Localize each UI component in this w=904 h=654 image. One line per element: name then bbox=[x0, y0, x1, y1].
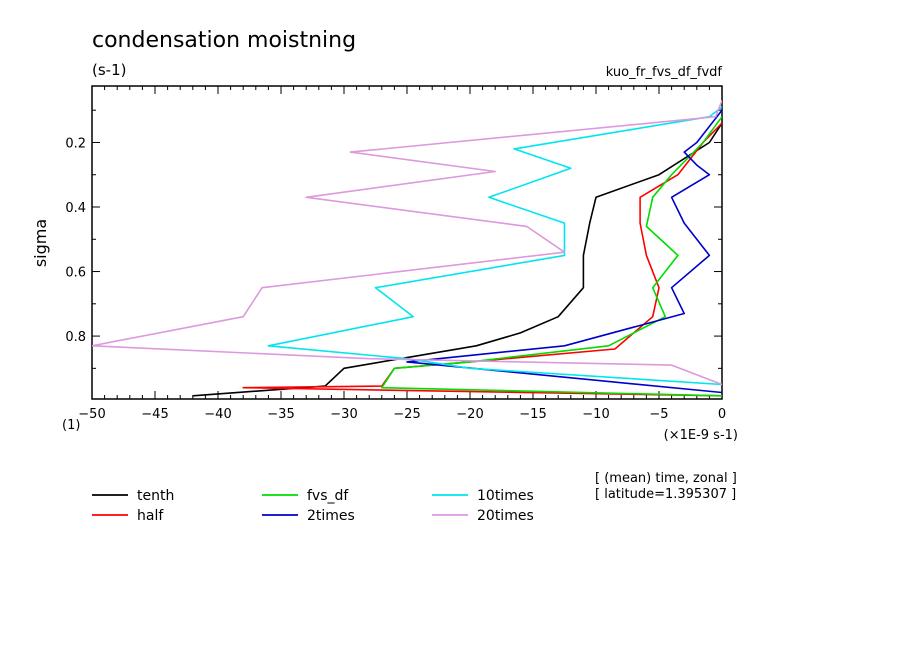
corner-label: (1) bbox=[62, 418, 80, 433]
run-label: kuo_fr_fvs_df_fvdf bbox=[606, 65, 723, 80]
legend-label: fvs_df bbox=[307, 488, 349, 504]
series-line-tenth bbox=[192, 122, 722, 397]
x-tick-label: −45 bbox=[141, 407, 168, 422]
x-tick-label: −15 bbox=[519, 407, 546, 422]
y-tick-label: 0.8 bbox=[65, 330, 86, 345]
plot-area: −50 −45 −40 −35 −30 −25 −20 −15 −10 −5 00.20.40.60… bbox=[65, 85, 726, 422]
legend-label: 2times bbox=[307, 508, 355, 524]
x-tick-label: −35 bbox=[267, 407, 294, 422]
series-line-10times bbox=[267, 106, 722, 386]
y-tick-label: 0.6 bbox=[65, 266, 86, 281]
plot-frame bbox=[91, 85, 723, 400]
y-axis-label: sigma bbox=[31, 219, 50, 267]
legend: tenth half fvs_df 2times 10times 20times bbox=[92, 488, 534, 524]
legend-label: tenth bbox=[137, 488, 174, 504]
x-tick-label: −25 bbox=[393, 407, 420, 422]
x-tick-label: 0 bbox=[718, 407, 726, 422]
chart-title: condensation moistning bbox=[92, 28, 356, 53]
legend-label: 10times bbox=[477, 488, 534, 504]
y-tick-label: 0.2 bbox=[65, 136, 86, 151]
info-line-2: [ latitude=1.395307 ] bbox=[595, 487, 736, 502]
x-tick-label: −10 bbox=[582, 407, 609, 422]
info-line-1: [ (mean) time, zonal ] bbox=[595, 471, 737, 486]
x-tick-label: −40 bbox=[204, 407, 231, 422]
series-line-2times bbox=[406, 109, 722, 394]
units-label: (s-1) bbox=[92, 61, 126, 79]
series-line-20times bbox=[92, 100, 722, 386]
x-tick-label: −50 bbox=[78, 407, 105, 422]
series-line-fvs_df bbox=[380, 116, 722, 397]
x-unit-label: (×1E-9 s-1) bbox=[664, 428, 738, 443]
legend-label: 20times bbox=[477, 508, 534, 524]
x-tick-label: −5 bbox=[649, 407, 668, 422]
series-lines bbox=[92, 100, 722, 397]
x-tick-label: −20 bbox=[456, 407, 483, 422]
legend-label: half bbox=[137, 508, 164, 524]
y-tick-label: 0.4 bbox=[65, 201, 86, 216]
x-tick-label: −30 bbox=[330, 407, 357, 422]
